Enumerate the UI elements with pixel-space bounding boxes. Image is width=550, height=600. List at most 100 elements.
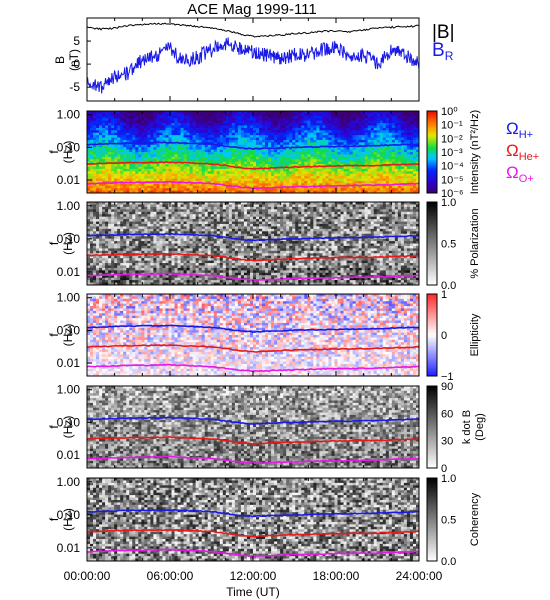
intensity-cell (406, 120, 411, 124)
polarization-cell (189, 243, 194, 247)
intensity-cell (319, 111, 323, 114)
intensity-cell (231, 152, 236, 155)
polarization-cell (150, 211, 154, 215)
intensity-cell (274, 188, 278, 191)
intensity-cell (274, 144, 278, 148)
intensity-cell (225, 190, 230, 194)
intensity-cell (271, 171, 275, 175)
intensity-cell (301, 171, 305, 175)
polarization-cell (150, 202, 154, 205)
polarization-cell (126, 258, 130, 261)
intensity-cell (379, 123, 384, 126)
intensity-cell (135, 118, 139, 122)
polarization-cell (129, 260, 133, 264)
intensity-cell (213, 185, 218, 189)
intensity-cell (313, 127, 317, 131)
intensity-cell (114, 135, 118, 138)
intensity-cell (289, 168, 293, 172)
intensity-cell (355, 166, 360, 170)
polarization-cell (165, 228, 169, 232)
intensity-cell (132, 154, 136, 158)
polarization-cell (174, 231, 178, 235)
polarization-cell (150, 243, 154, 247)
intensity-cell (186, 152, 191, 155)
intensity-cell (388, 130, 393, 134)
intensity-cell (262, 144, 266, 148)
intensity-cell (277, 144, 281, 148)
intensity-cell (198, 188, 203, 191)
polarization-cell (189, 219, 194, 222)
intensity-cell (337, 125, 341, 129)
polarization-cell (117, 216, 121, 220)
intensity-cell (228, 142, 233, 146)
intensity-cell (141, 176, 145, 179)
intensity-cell (262, 137, 266, 141)
polarization-cell (171, 258, 175, 261)
intensity-cell (99, 178, 103, 182)
intensity-cell (198, 123, 203, 126)
intensity-cell (376, 185, 381, 189)
intensity-cell (225, 115, 230, 119)
polarization-cell (171, 228, 175, 232)
intensity-cell (195, 178, 200, 182)
intensity-cell (159, 113, 163, 117)
intensity-cell (331, 171, 335, 175)
intensity-cell (313, 178, 317, 182)
intensity-cell (90, 115, 94, 119)
intensity-cell (277, 130, 281, 134)
polarization-cell (129, 258, 133, 261)
polarization-cell (132, 238, 136, 242)
intensity-cell (219, 188, 224, 191)
intensity-cell (180, 113, 184, 117)
polarization-cell (195, 223, 200, 227)
intensity-cell (204, 127, 209, 131)
intensity-cell (198, 125, 203, 129)
intensity-cell (295, 144, 299, 148)
intensity-cell (319, 188, 323, 191)
intensity-cell (346, 125, 350, 129)
polarization-cell (135, 241, 139, 244)
intensity-cell (99, 137, 103, 141)
intensity-cell (213, 159, 218, 163)
intensity-cell (316, 123, 320, 126)
polarization-cell (192, 216, 197, 220)
intensity-cell (87, 188, 91, 191)
polarization-cell (114, 258, 118, 261)
intensity-cell (400, 149, 405, 153)
intensity-cell (228, 171, 233, 175)
intensity-cell (153, 168, 157, 172)
intensity-cell (379, 176, 384, 179)
intensity-cell (358, 113, 363, 117)
polarization-cell (93, 206, 97, 210)
intensity-cell (210, 171, 215, 175)
intensity-cell (129, 130, 133, 134)
intensity-cell (219, 132, 224, 136)
intensity-cell (228, 152, 233, 155)
intensity-cell (144, 137, 148, 141)
intensity-cell (304, 113, 308, 117)
intensity-cell (289, 161, 293, 165)
intensity-cell (111, 149, 115, 153)
intensity-cell (355, 139, 360, 143)
intensity-cell (391, 149, 396, 153)
polarization-cell (180, 260, 184, 264)
intensity-cell (256, 168, 260, 172)
intensity-cell (246, 173, 251, 177)
intensity-cell (349, 111, 353, 114)
intensity-cell (325, 127, 329, 131)
intensity-cell (319, 173, 323, 177)
intensity-cell (156, 168, 160, 172)
polarization-cell (102, 209, 106, 213)
intensity-cell (355, 173, 360, 177)
intensity-cell (340, 111, 344, 114)
intensity-cell (265, 156, 269, 160)
intensity-cell (409, 115, 414, 119)
intensity-cell (325, 115, 329, 119)
intensity-cell (141, 183, 145, 187)
intensity-cell (334, 118, 338, 122)
intensity-cell (313, 147, 317, 150)
polarization-cell (174, 233, 178, 237)
intensity-cell (313, 168, 317, 172)
intensity-cell (87, 144, 91, 148)
intensity-cell (307, 168, 311, 172)
